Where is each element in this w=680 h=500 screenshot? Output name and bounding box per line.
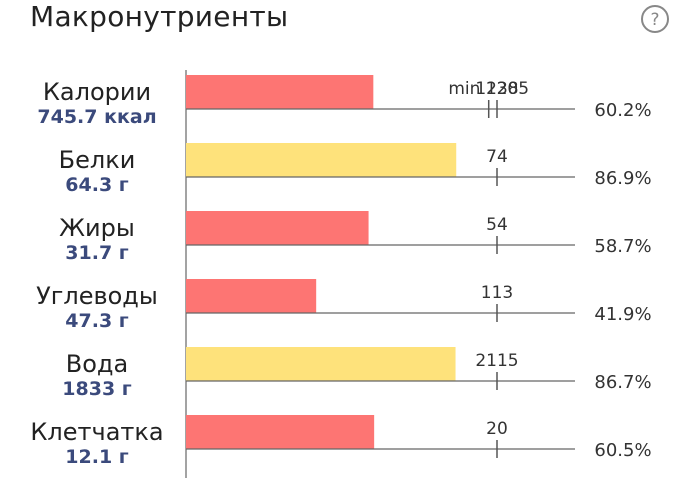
category-label: Углеводы <box>36 282 158 310</box>
page-title: Макронутриенты <box>30 0 289 33</box>
category-amount: 745.7 ккал <box>37 106 156 128</box>
target-label: 113 <box>481 283 513 303</box>
percent-label: 86.7% <box>594 372 651 393</box>
category-label: Вода <box>66 350 128 378</box>
category-label: Белки <box>59 146 136 174</box>
svg-text:?: ? <box>650 10 659 30</box>
target-label: 2115 <box>475 351 518 371</box>
question-circle-icon[interactable]: ? <box>640 4 670 34</box>
percent-label: 60.2% <box>594 100 651 121</box>
percent-label: 86.9% <box>594 168 651 189</box>
percent-label: 58.7% <box>594 236 651 257</box>
category-amount: 64.3 г <box>65 174 128 196</box>
min-label: min 1205 <box>448 79 529 99</box>
category-amount: 47.3 г <box>65 310 128 332</box>
bar <box>186 347 456 381</box>
category-label: Калории <box>43 78 151 106</box>
percent-label: 41.9% <box>594 304 651 325</box>
category-amount: 12.1 г <box>65 446 128 468</box>
category-amount: 1833 г <box>62 378 131 400</box>
target-label: 1238 <box>475 79 518 99</box>
bar <box>186 143 457 177</box>
category-amount: 31.7 г <box>65 242 128 264</box>
percent-label: 60.5% <box>594 440 651 461</box>
target-label: 20 <box>486 419 508 439</box>
target-label: 54 <box>486 215 508 235</box>
bar <box>186 211 369 245</box>
bar <box>186 75 374 109</box>
category-label: Клетчатка <box>30 418 163 446</box>
bar <box>186 279 317 313</box>
target-label: 74 <box>486 147 508 167</box>
category-label: Жиры <box>59 214 135 242</box>
bar <box>186 415 375 449</box>
